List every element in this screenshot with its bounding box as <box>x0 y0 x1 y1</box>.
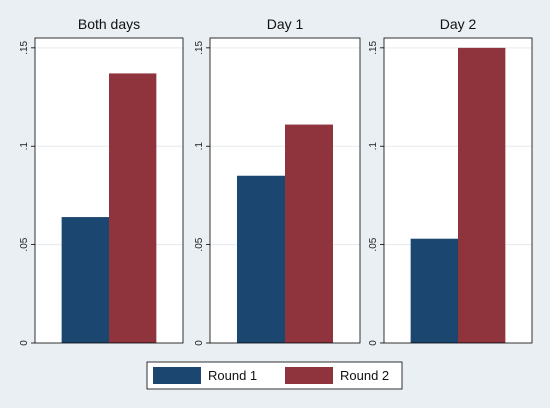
y-tick-label: 0 <box>194 340 205 346</box>
y-tick-label: .15 <box>194 40 205 54</box>
plot-frame <box>209 37 361 344</box>
bar-round-2 <box>458 47 506 343</box>
y-tick-label: .05 <box>368 237 379 251</box>
legend-label-round-1: Round 1 <box>208 368 257 383</box>
bar-round-1 <box>61 217 109 343</box>
y-tick-label: .1 <box>19 142 30 151</box>
bar-round-1 <box>237 175 285 343</box>
legend-swatch-round-2 <box>285 367 333 384</box>
panel-title: Day 1 <box>267 16 304 32</box>
y-tick-label: 0 <box>368 340 379 346</box>
y-tick-label: .1 <box>194 142 205 151</box>
panel-title: Both days <box>78 16 140 32</box>
plot-frame <box>383 37 533 344</box>
legend-swatch-round-1 <box>153 367 201 384</box>
bar-round-1 <box>410 238 458 343</box>
bar-round-2 <box>109 73 157 343</box>
y-tick-label: .15 <box>368 40 379 54</box>
plot-frame <box>34 37 184 344</box>
y-tick-label: .05 <box>194 237 205 251</box>
legend: Round 1 Round 2 <box>146 361 403 390</box>
y-tick-label: 0 <box>19 340 30 346</box>
panel-1: 0 .05 .1 .15 Both days <box>19 16 184 346</box>
panel-title: Day 2 <box>440 16 477 32</box>
bar-round-2 <box>285 124 333 343</box>
panel-3: 0 .05 .1 .15 Day 2 <box>368 16 533 346</box>
y-tick-label: .15 <box>19 40 30 54</box>
panel-2: 0 .05 .1 .15 Day 1 <box>194 16 361 346</box>
y-tick-label: .1 <box>368 142 379 151</box>
y-tick-label: .05 <box>19 237 30 251</box>
legend-label-round-2: Round 2 <box>340 368 389 383</box>
